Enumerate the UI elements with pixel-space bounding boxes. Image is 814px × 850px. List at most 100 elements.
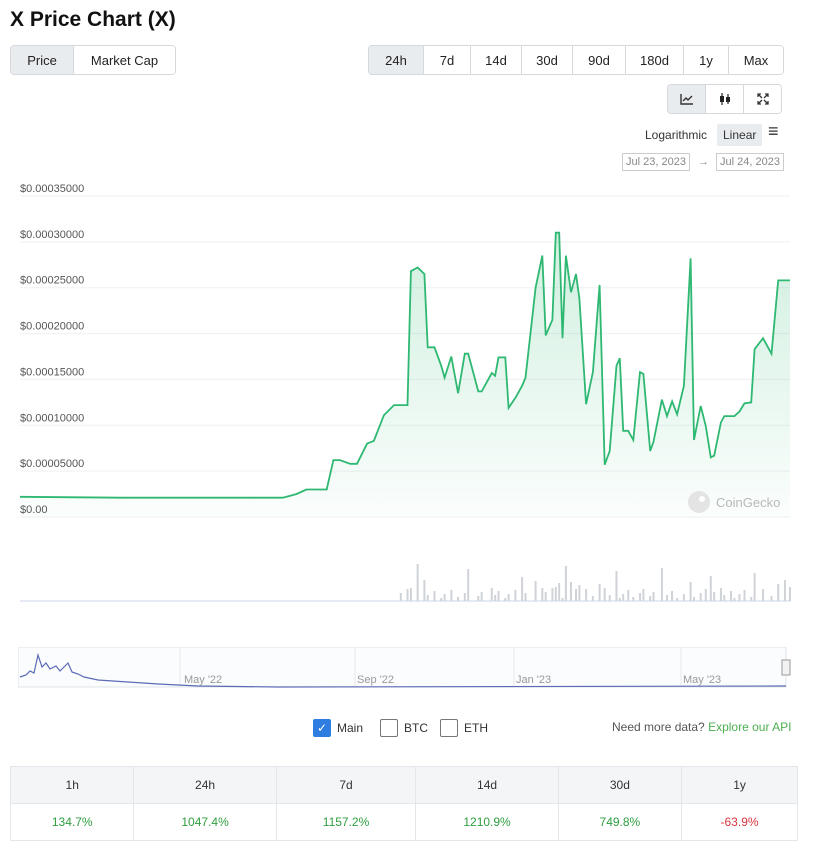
tab-30d[interactable]: 30d — [522, 46, 573, 74]
volume-bar — [770, 596, 773, 601]
header-1h: 1h — [9, 766, 135, 804]
volume-bar — [632, 597, 635, 601]
explore-api-link[interactable]: Explore our API — [708, 720, 792, 734]
volume-bar — [639, 593, 642, 601]
price-area — [20, 232, 790, 517]
volume-bar — [789, 587, 791, 601]
nav-label-may22: May '22 — [184, 674, 222, 686]
volume-bar — [723, 595, 726, 601]
nav-label-sep22: Sep '22 — [357, 674, 394, 686]
page-title: X Price Chart (X) — [10, 8, 176, 31]
tab-180d[interactable]: 180d — [626, 46, 684, 74]
volume-bar — [440, 598, 443, 601]
header-7d: 7d — [275, 766, 417, 804]
volume-bar — [622, 594, 625, 601]
tab-90d[interactable]: 90d — [573, 46, 626, 74]
linear-toggle[interactable]: Linear — [717, 124, 763, 146]
volume-bar — [514, 590, 517, 601]
volume-bar — [399, 593, 402, 601]
value-1y: -63.9% — [681, 803, 798, 841]
logarithmic-toggle[interactable]: Logarithmic — [645, 128, 708, 142]
value-24h: 1047.4% — [133, 803, 277, 841]
volume-bar — [467, 569, 470, 601]
volume-bar — [426, 595, 429, 601]
date-from-input[interactable]: Jul 23, 2023 — [622, 153, 690, 171]
y-tick-label: $0.00010000 — [20, 412, 84, 424]
volume-bar — [561, 598, 564, 601]
candlestick-icon[interactable] — [706, 85, 744, 113]
value-1h: 134.7% — [9, 803, 135, 841]
volume-bar — [733, 598, 736, 601]
volume-bar — [591, 596, 594, 601]
nav-label-jan23: Jan '23 — [516, 674, 551, 686]
menu-icon[interactable]: ≡ — [768, 121, 779, 141]
volume-bar — [534, 581, 537, 601]
price-chart[interactable]: $0.00$0.00005000$0.00010000$0.00015000$0… — [0, 180, 814, 610]
volume-bar — [463, 593, 466, 601]
table-row: 134.7% 1047.4% 1157.2% 1210.9% 749.8% -6… — [9, 803, 798, 841]
date-to-input[interactable]: Jul 24, 2023 — [716, 153, 784, 171]
chart-style-buttons — [667, 84, 782, 114]
volume-bar — [660, 568, 663, 601]
volume-bar — [753, 573, 756, 601]
volume-bar — [682, 594, 685, 601]
expand-icon[interactable] — [744, 85, 781, 113]
volume-bar — [627, 590, 630, 601]
y-tick-label: $0.00015000 — [20, 366, 84, 378]
tab-24h[interactable]: 24h — [369, 46, 424, 74]
volume-bar — [541, 588, 544, 601]
tab-max[interactable]: Max — [729, 46, 783, 74]
volume-bar — [719, 588, 722, 601]
toggle-main-label: Main — [337, 721, 364, 735]
navigator[interactable]: May '22 Sep '22 Jan '23 May '23 — [18, 647, 798, 689]
volume-bar — [416, 564, 419, 601]
table-header-row: 1h 24h 7d 14d 30d 1y — [9, 766, 798, 804]
volume-bar — [649, 596, 652, 601]
volume-bar — [585, 589, 588, 601]
volume-bar — [713, 592, 716, 601]
volume-bar — [699, 593, 702, 601]
volume-bar — [507, 594, 510, 601]
coingecko-watermark: CoinGecko — [688, 491, 780, 513]
toggle-main[interactable]: ✓ Main — [313, 719, 363, 737]
nav-label-may23: May '23 — [683, 674, 721, 686]
volume-bar — [666, 595, 669, 601]
checkbox-icon[interactable] — [380, 719, 398, 737]
volume-bar — [558, 583, 561, 601]
y-tick-label: $0.00035000 — [20, 183, 84, 195]
volume-bar — [762, 589, 765, 601]
volume-bar — [497, 591, 500, 601]
tab-14d[interactable]: 14d — [471, 46, 522, 74]
volume-bar — [671, 591, 674, 601]
volume-bar — [480, 592, 483, 601]
checkbox-icon[interactable] — [440, 719, 458, 737]
toggle-btc-label: BTC — [404, 721, 428, 735]
volume-bar — [652, 592, 655, 601]
line-chart-icon[interactable] — [668, 85, 706, 113]
toggle-btc[interactable]: BTC — [380, 719, 428, 737]
y-tick-label: $0.00020000 — [20, 321, 84, 333]
volume-bar — [738, 594, 741, 601]
tab-7d[interactable]: 7d — [424, 46, 471, 74]
volume-bar — [564, 566, 567, 601]
tab-market-cap[interactable]: Market Cap — [74, 46, 175, 74]
check-icon[interactable]: ✓ — [313, 719, 331, 737]
tab-1y[interactable]: 1y — [684, 46, 729, 74]
volume-bar — [494, 595, 497, 601]
volume-bar — [783, 580, 786, 601]
toggle-eth[interactable]: ETH — [440, 719, 488, 737]
volume-bar — [676, 598, 679, 601]
volume-bar — [551, 588, 554, 601]
volume-bar — [490, 588, 493, 601]
volume-bar — [575, 589, 578, 601]
volume-bar — [615, 571, 618, 601]
volume-bar — [433, 591, 436, 601]
volume-bar — [692, 597, 695, 601]
volume-bar — [457, 597, 460, 601]
volume-bar — [450, 590, 453, 601]
y-tick-label: $0.00025000 — [20, 275, 84, 287]
navigator-handle[interactable] — [781, 659, 791, 676]
volume-bar — [406, 589, 409, 601]
tab-price[interactable]: Price — [11, 46, 74, 74]
more-data: Need more data? Explore our API — [612, 720, 791, 734]
